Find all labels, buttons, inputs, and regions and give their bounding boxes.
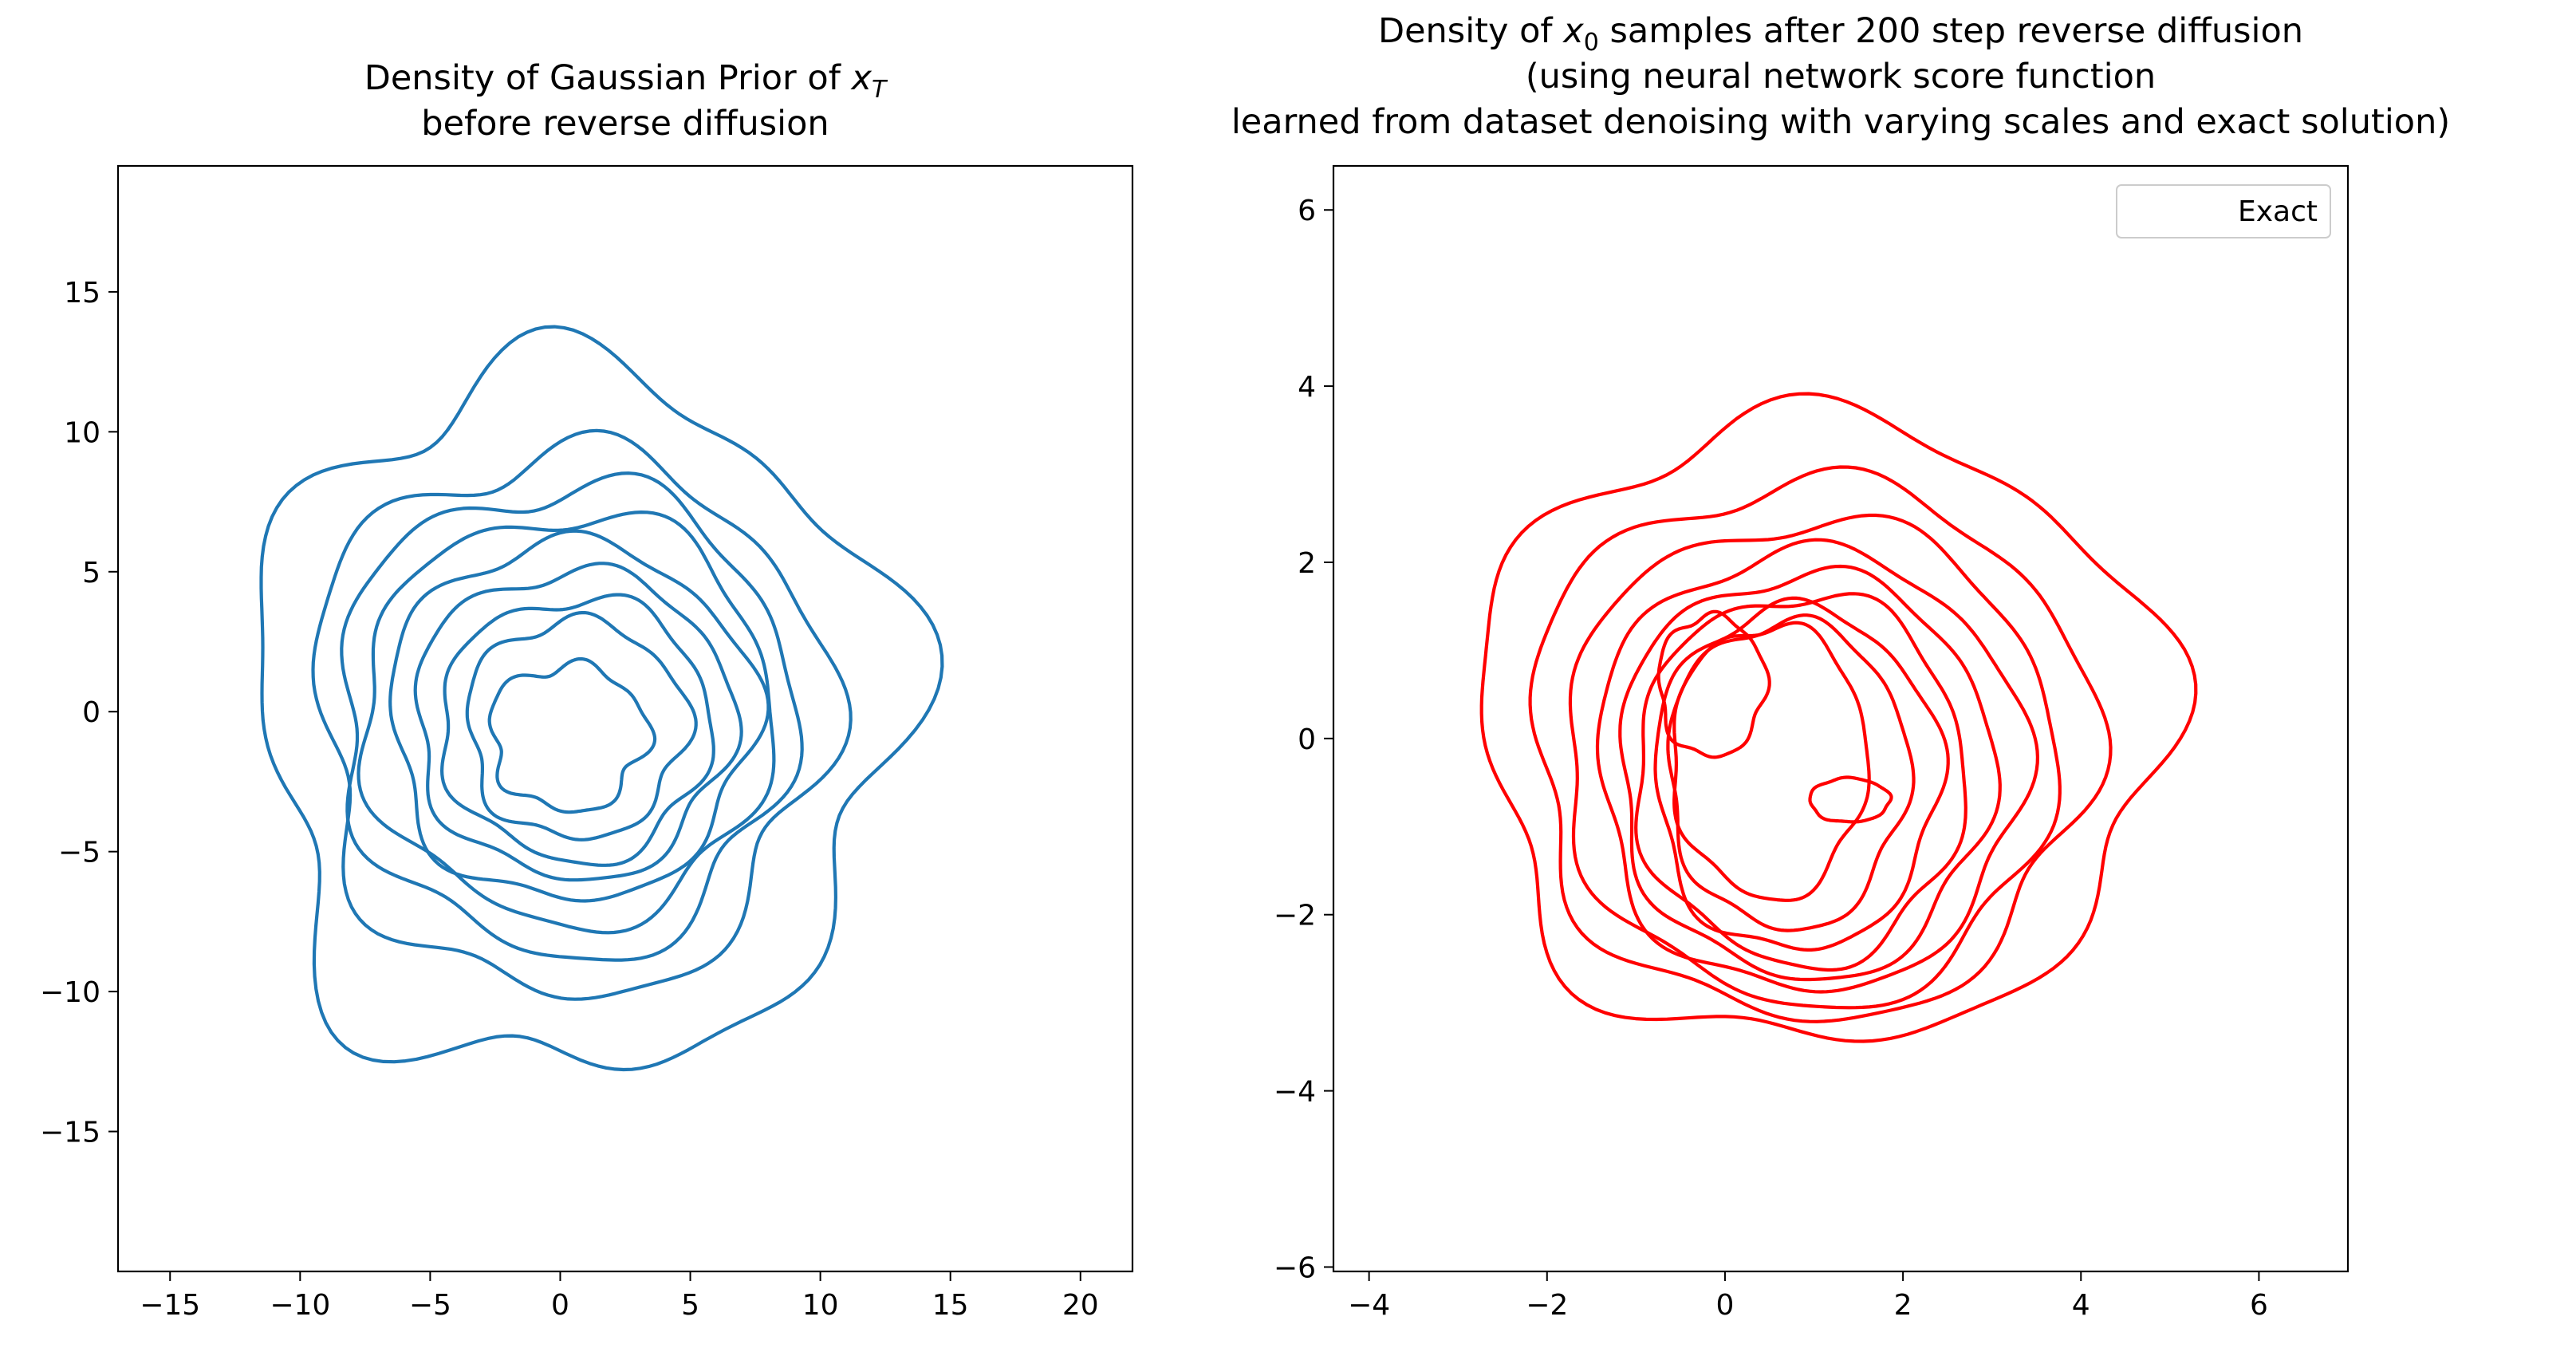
left-subplot: −15 −10 −5 0 5 10 15 20 −15 −10 −5 0 5 10 15 Density of… <box>40 58 1134 1322</box>
y-tick-label: −10 <box>40 976 100 1009</box>
contour-level-0 <box>259 325 944 1072</box>
y-tick-label: −5 <box>58 837 100 869</box>
contour-level-7 <box>465 611 698 842</box>
contour-group <box>259 325 944 1072</box>
contour-level-3 <box>356 510 776 935</box>
contour-level-5 <box>413 562 743 882</box>
contour-level-1 <box>1528 465 2113 1023</box>
chart-title-line-0: Density of Gaussian Prior of xT <box>364 58 888 104</box>
contour-level-3 <box>1595 538 2039 994</box>
contour-level-4 <box>388 529 770 903</box>
chart-title-line-1: before reverse diffusion <box>421 104 829 144</box>
y-tick-label: −6 <box>1274 1251 1316 1284</box>
contour-group <box>1479 392 2198 1043</box>
contour-level-2 <box>1568 513 2062 1010</box>
contour-level-1 <box>311 428 853 1001</box>
x-tick-label: 20 <box>1062 1289 1099 1322</box>
chart-title-line-1: (using neural network score function <box>1526 57 2156 97</box>
y-tick-label: 6 <box>1298 195 1316 227</box>
chart-title-line-2: learned from dataset denoising with vary… <box>1231 102 2450 142</box>
contour-level-6 <box>1653 596 1950 952</box>
x-tick-label: 10 <box>802 1289 839 1322</box>
contour-level-9 <box>1656 609 1771 759</box>
y-tick-label: 2 <box>1298 547 1316 580</box>
x-tick-label: 0 <box>1715 1289 1734 1322</box>
contour-level-8 <box>487 656 657 814</box>
x-tick-label: 0 <box>551 1289 569 1322</box>
y-tick-label: 5 <box>82 557 100 589</box>
x-tick-label: 2 <box>1894 1289 1912 1322</box>
y-tick-label: 10 <box>64 416 100 449</box>
y-tick-label: −2 <box>1274 900 1316 932</box>
x-tick-label: 4 <box>2072 1289 2090 1322</box>
axes-frame <box>1332 164 2350 1273</box>
right-subplot: −4 −2 0 2 4 6 −6 −4 −2 0 2 4 6 Density of x0 samples … <box>1231 11 2450 1322</box>
legend-box <box>2116 184 2331 238</box>
x-tick-label: −5 <box>409 1289 451 1322</box>
y-tick-label: 15 <box>64 277 100 309</box>
contour-level-8 <box>1672 621 1871 902</box>
contour-level-10 <box>1808 775 1893 824</box>
x-tick-label: 5 <box>681 1289 699 1322</box>
x-tick-label: −4 <box>1348 1289 1390 1322</box>
contour-level-4 <box>1618 564 2002 982</box>
x-tick-label: 15 <box>932 1289 969 1322</box>
contour-level-2 <box>340 471 804 962</box>
x-tick-label: −2 <box>1526 1289 1568 1322</box>
x-tick-label: 6 <box>2250 1289 2268 1322</box>
legend-entry: Exact <box>2238 195 2318 228</box>
y-tick-label: −4 <box>1274 1076 1316 1109</box>
contour-level-5 <box>1634 592 1967 972</box>
chart-title-line-0: Density of x0 samples after 200 step rev… <box>1378 11 2303 57</box>
axes-frame <box>116 164 1134 1273</box>
y-tick-label: 0 <box>82 696 100 729</box>
x-tick-label: −15 <box>140 1289 200 1322</box>
contour-level-6 <box>440 593 715 867</box>
contour-level-0 <box>1479 392 2198 1043</box>
y-tick-label: 4 <box>1298 371 1316 404</box>
y-tick-label: −15 <box>40 1117 100 1149</box>
y-tick-label: 0 <box>1298 723 1316 756</box>
x-tick-label: −10 <box>270 1289 330 1322</box>
contour-level-7 <box>1666 613 1916 932</box>
